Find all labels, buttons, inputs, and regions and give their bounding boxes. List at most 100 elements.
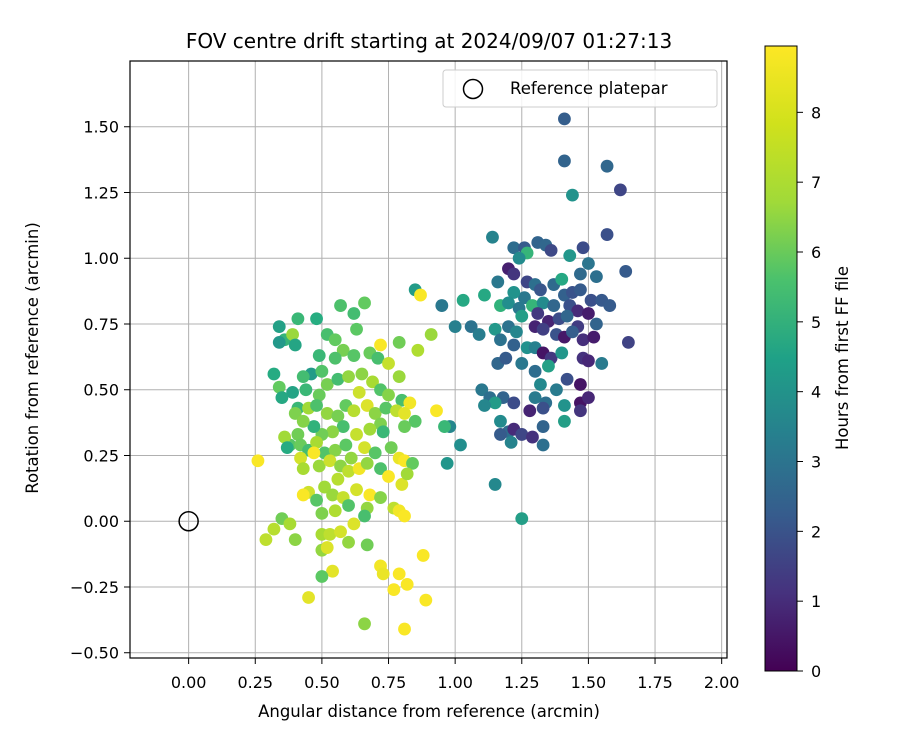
scatter-point — [398, 420, 411, 433]
scatter-point — [621, 336, 635, 349]
scatter-point — [438, 420, 451, 433]
scatter-point — [326, 488, 339, 502]
colorbar-gradient — [764, 45, 798, 672]
scatter-point — [355, 367, 369, 381]
scatter-point — [400, 467, 414, 481]
scatter-point — [475, 383, 489, 397]
x-tick-label: 0.75 — [371, 673, 407, 692]
colorbar-tick-label: 8 — [811, 103, 821, 122]
scatter-point — [291, 428, 305, 441]
scatter-point — [515, 428, 529, 441]
scatter-point — [360, 538, 374, 552]
scatter-point — [582, 391, 595, 405]
y-tick-label: 0.75 — [83, 315, 119, 334]
y-tick-label: 1.00 — [83, 249, 119, 268]
scatter-point — [275, 391, 289, 405]
scatter-point — [294, 451, 307, 465]
scatter-point — [558, 112, 571, 126]
scatter-point — [310, 435, 323, 449]
scatter-point — [312, 349, 326, 362]
scatter-point — [494, 333, 507, 347]
scatter-point — [534, 378, 547, 391]
scatter-point — [384, 441, 398, 455]
scatter-point — [352, 385, 366, 399]
scatter-point — [528, 391, 542, 405]
scatter-point — [576, 241, 590, 255]
scatter-point — [366, 375, 379, 389]
scatter-point — [296, 488, 310, 502]
scatter-point — [398, 407, 411, 420]
scatter-point — [582, 257, 595, 270]
scatter-point — [595, 357, 609, 370]
scatter-point — [331, 472, 345, 486]
scatter-point — [350, 428, 363, 441]
legend-reference-marker — [462, 78, 484, 100]
scatter-point — [536, 401, 550, 415]
scatter-point — [326, 425, 339, 439]
scatter-point — [331, 372, 345, 386]
scatter-point — [536, 438, 550, 452]
scatter-point — [328, 351, 342, 365]
scatter-point — [328, 504, 342, 518]
colorbar-tick-label: 7 — [811, 173, 821, 192]
scatter-point — [272, 320, 286, 334]
scatter-point — [574, 378, 587, 391]
scatter-point — [347, 517, 361, 531]
scatter-point — [488, 322, 502, 336]
scatter-point — [507, 267, 521, 281]
scatter-point — [526, 430, 539, 444]
scatter-point — [531, 307, 545, 320]
scatter-point — [310, 312, 323, 326]
scatter-point — [547, 299, 561, 312]
scatter-point — [344, 451, 358, 465]
scatter-point — [603, 299, 617, 312]
scatter-point — [328, 333, 342, 347]
x-tick-label: 1.25 — [504, 673, 540, 692]
scatter-point — [488, 396, 502, 410]
scatter-point — [454, 438, 467, 452]
scatter-point — [392, 567, 406, 581]
scatter-point — [398, 622, 411, 636]
scatter-point — [528, 364, 542, 378]
scatter-point — [491, 275, 505, 289]
scatter-point — [576, 333, 590, 347]
scatter-point — [571, 304, 585, 318]
scatter-point — [272, 336, 286, 349]
scatter-point — [379, 401, 393, 415]
scatter-point — [347, 307, 361, 320]
scatter-point — [510, 325, 523, 339]
chart-title: FOV centre drift starting at 2024/09/07 … — [186, 29, 672, 53]
scatter-point — [478, 288, 491, 302]
x-tick-label: 0.25 — [237, 673, 273, 692]
scatter-point — [326, 564, 339, 578]
scatter-point — [339, 438, 353, 452]
scatter-point — [307, 420, 321, 433]
colorbar-tick-label: 4 — [811, 383, 821, 402]
scatter-point — [566, 188, 579, 202]
scatter-point — [278, 430, 291, 444]
y-tick-label: −0.50 — [70, 644, 119, 663]
colorbar-tick-label: 5 — [811, 313, 821, 332]
scatter-point — [267, 522, 281, 536]
scatter-point — [414, 288, 427, 302]
scatter-point — [502, 296, 515, 310]
scatter-point — [310, 399, 323, 412]
y-tick-label: 0.00 — [83, 512, 119, 531]
scatter-point — [507, 338, 521, 352]
x-axis-label: Angular distance from reference (arcmin) — [258, 702, 600, 721]
scatter-point — [435, 299, 449, 312]
legend-label-reference-platepar: Reference platepar — [510, 79, 668, 98]
scatter-point — [504, 435, 518, 449]
scatter-point — [430, 404, 443, 418]
scatter-point — [472, 328, 486, 341]
scatter-point — [347, 349, 361, 362]
scatter-point — [555, 272, 569, 286]
scatter-point — [363, 422, 377, 436]
scatter-point — [376, 425, 390, 439]
scatter-point — [408, 414, 422, 428]
scatter-point — [336, 343, 350, 357]
scatter-point — [406, 456, 419, 470]
scatter-point — [291, 312, 305, 326]
scatter-point — [582, 354, 595, 368]
